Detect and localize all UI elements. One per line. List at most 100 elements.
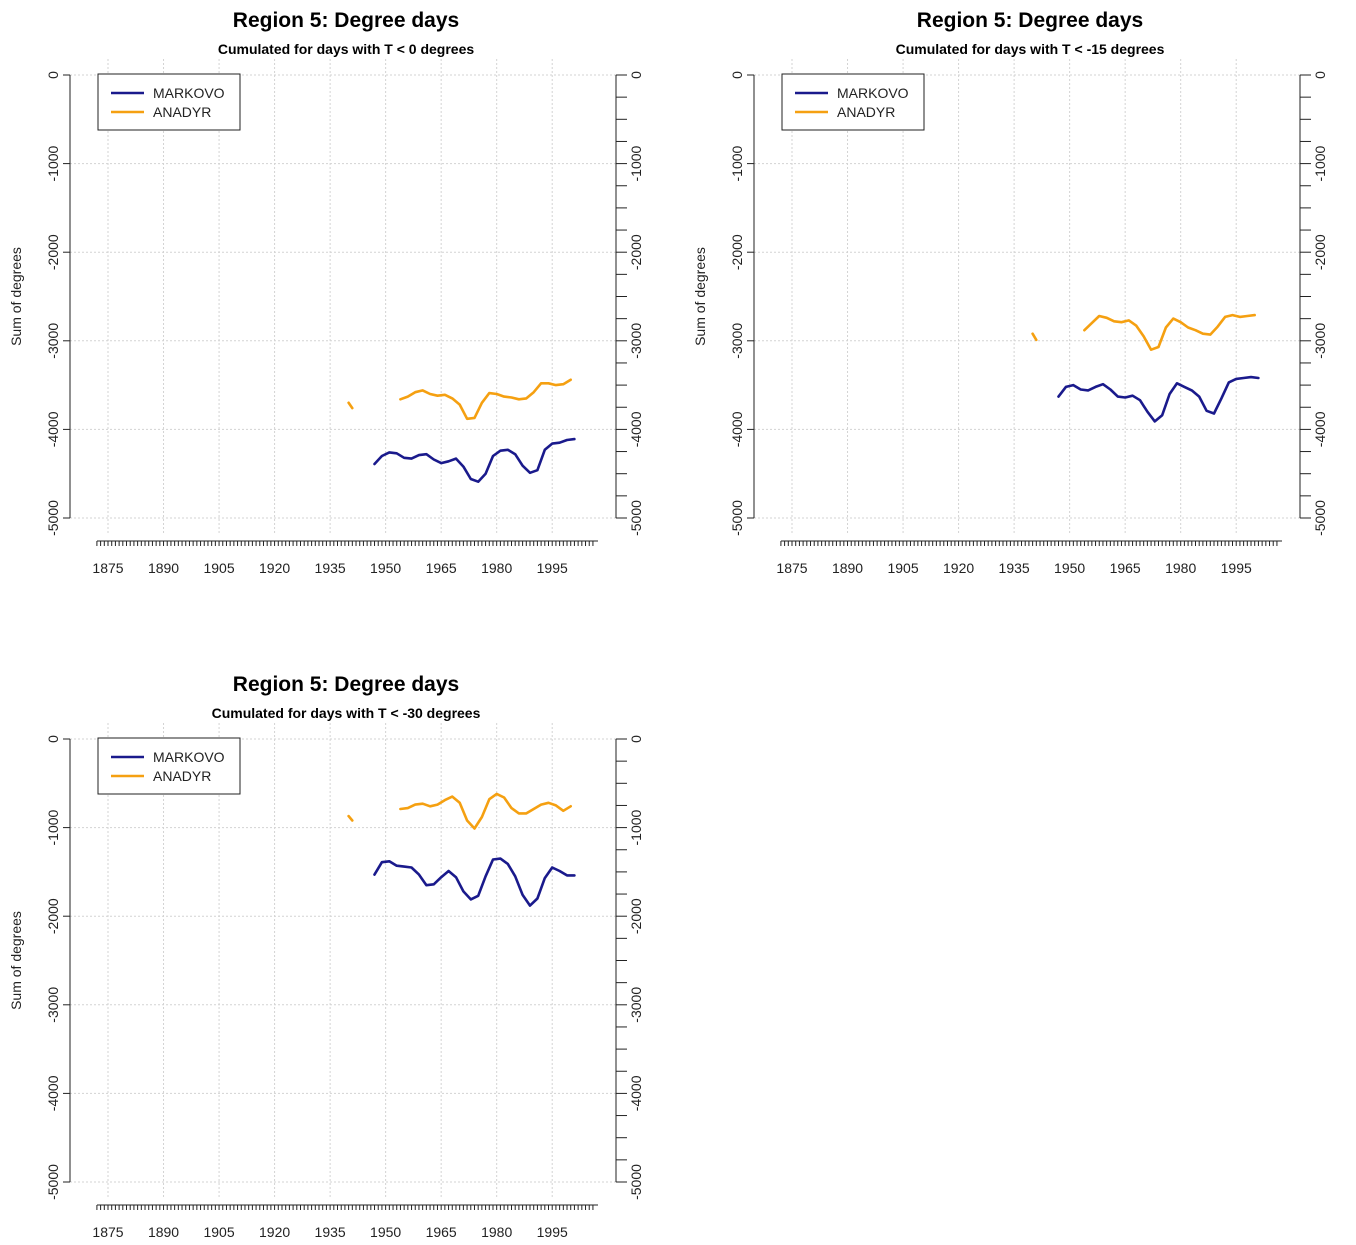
y-axis-left: 0 -1000 -2000 -3000 -4000 -5000: [45, 735, 71, 1200]
y-axis-left: 0 -1000 -2000 -3000 -4000 -5000: [45, 71, 71, 536]
series-anadyr: [347, 792, 573, 830]
legend-label-markovo: MARKOVO: [837, 85, 909, 101]
x-tick-label: 1965: [1110, 560, 1141, 576]
y-tick-label-right: -5000: [628, 1164, 644, 1200]
y-tick-label-left: -1000: [729, 145, 745, 181]
y-axis-label: Sum of degrees: [8, 247, 24, 346]
y-tick-label-right: -1000: [628, 145, 644, 181]
grid-lines: [70, 723, 616, 1199]
y-tick-label-left: -4000: [729, 411, 745, 447]
series-markovo: [1057, 375, 1260, 423]
x-axis: 1875 1890 1905 1920 1935 1950 1965 1980 1995: [92, 540, 598, 576]
x-tick-label: 1950: [370, 1224, 401, 1240]
legend: MARKOVO ANADYR: [97, 737, 241, 795]
y-tick-label-right: -1000: [628, 809, 644, 845]
series-line-markovo: [1057, 375, 1260, 423]
x-tick-label: 1920: [259, 560, 290, 576]
legend-box: [781, 73, 925, 131]
y-tick-label-left: -1000: [45, 809, 61, 845]
series-markovo: [373, 437, 576, 484]
x-axis: 1875 1890 1905 1920 1935 1950 1965 1980 1995: [92, 1204, 598, 1240]
x-axis: 1875 1890 1905 1920 1935 1950 1965 1980 1995: [776, 540, 1282, 576]
y-tick-label-left: 0: [45, 735, 61, 743]
y-axis-label: Sum of degrees: [692, 247, 708, 346]
y-tick-label-left: 0: [729, 71, 745, 79]
y-tick-label-right: -1000: [1312, 145, 1328, 181]
series-line-anadyr: [1083, 313, 1257, 352]
x-tick-label: 1935: [315, 560, 346, 576]
y-tick-label-left: -5000: [45, 1164, 61, 1200]
x-tick-label: 1950: [370, 560, 401, 576]
y-tick-label-right: -2000: [1312, 234, 1328, 270]
y-tick-label-right: -4000: [628, 1075, 644, 1111]
y-tick-label-left: -1000: [45, 145, 61, 181]
grid-lines: [70, 59, 616, 535]
y-tick-label-left: 0: [45, 71, 61, 79]
x-tick-label: 1950: [1054, 560, 1085, 576]
x-tick-label: 1935: [315, 1224, 346, 1240]
y-tick-label-left: -3000: [45, 323, 61, 359]
x-tick-label: 1920: [943, 560, 974, 576]
chart-title: Region 5: Degree days: [233, 9, 459, 32]
x-tick-label: 1905: [887, 560, 918, 576]
chart-title: Region 5: Degree days: [917, 9, 1143, 32]
legend-label-markovo: MARKOVO: [153, 85, 225, 101]
x-tick-label: 1905: [203, 1224, 234, 1240]
chart-subtitle: Cumulated for days with T < -15 degrees: [896, 41, 1165, 57]
series-line-anadyr: [347, 814, 354, 822]
chart-title: Region 5: Degree days: [233, 673, 459, 696]
x-tick-label: 1965: [426, 560, 457, 576]
series-line-markovo: [373, 857, 576, 907]
legend-label-anadyr: ANADYR: [153, 104, 211, 120]
y-tick-label-left: -3000: [45, 987, 61, 1023]
x-tick-label: 1890: [148, 560, 179, 576]
series-anadyr: [1031, 313, 1257, 352]
x-tick-label: 1995: [1221, 560, 1252, 576]
legend-label-markovo: MARKOVO: [153, 749, 225, 765]
y-tick-label-right: -4000: [628, 411, 644, 447]
y-tick-label-left: -4000: [45, 411, 61, 447]
y-tick-label-right: -3000: [1312, 323, 1328, 359]
y-axis-right: 0 -1000 -2000 -3000 -4000 -5000: [615, 735, 644, 1200]
y-tick-label-right: -3000: [628, 323, 644, 359]
legend: MARKOVO ANADYR: [781, 73, 925, 131]
y-tick-label-right: -5000: [628, 500, 644, 536]
y-tick-label-right: -4000: [1312, 411, 1328, 447]
y-tick-label-right: -3000: [628, 987, 644, 1023]
y-axis-right: 0 -1000 -2000 -3000 -4000 -5000: [615, 71, 644, 536]
chart-subtitle: Cumulated for days with T < 0 degrees: [218, 41, 475, 57]
y-axis-right: 0 -1000 -2000 -3000 -4000 -5000: [1299, 71, 1328, 536]
y-tick-label-left: -2000: [45, 898, 61, 934]
x-tick-label: 1875: [776, 560, 807, 576]
x-tick-label: 1875: [92, 560, 123, 576]
legend-label-anadyr: ANADYR: [837, 104, 895, 120]
chart-panel-3: Region 5: Degree days Cumulated for days …: [8, 673, 644, 1240]
series-line-anadyr: [347, 401, 354, 410]
y-tick-label-left: -2000: [45, 234, 61, 270]
y-tick-label-left: -4000: [45, 1075, 61, 1111]
y-tick-label-left: -5000: [45, 500, 61, 536]
x-tick-label: 1995: [537, 1224, 568, 1240]
series-line-anadyr: [399, 792, 573, 830]
chart-panel-2: Region 5: Degree days Cumulated for days …: [692, 9, 1328, 576]
y-tick-label-right: -2000: [628, 234, 644, 270]
y-tick-label-right: -5000: [1312, 500, 1328, 536]
chart-panel-1: Region 5: Degree days Cumulated for days …: [8, 9, 644, 576]
y-tick-label-left: -2000: [729, 234, 745, 270]
y-tick-label-right: 0: [1312, 71, 1328, 79]
series-line-anadyr: [399, 378, 573, 421]
x-tick-label: 1980: [1165, 560, 1196, 576]
x-tick-label: 1905: [203, 560, 234, 576]
x-tick-label: 1980: [481, 1224, 512, 1240]
legend-label-anadyr: ANADYR: [153, 768, 211, 784]
y-tick-label-right: 0: [628, 71, 644, 79]
x-tick-label: 1980: [481, 560, 512, 576]
x-tick-label: 1890: [148, 1224, 179, 1240]
y-tick-label-right: 0: [628, 735, 644, 743]
x-tick-label: 1890: [832, 560, 863, 576]
y-tick-label-left: -3000: [729, 323, 745, 359]
chart-subtitle: Cumulated for days with T < -30 degrees: [212, 705, 481, 721]
series-markovo: [373, 857, 576, 907]
x-tick-label: 1965: [426, 1224, 457, 1240]
